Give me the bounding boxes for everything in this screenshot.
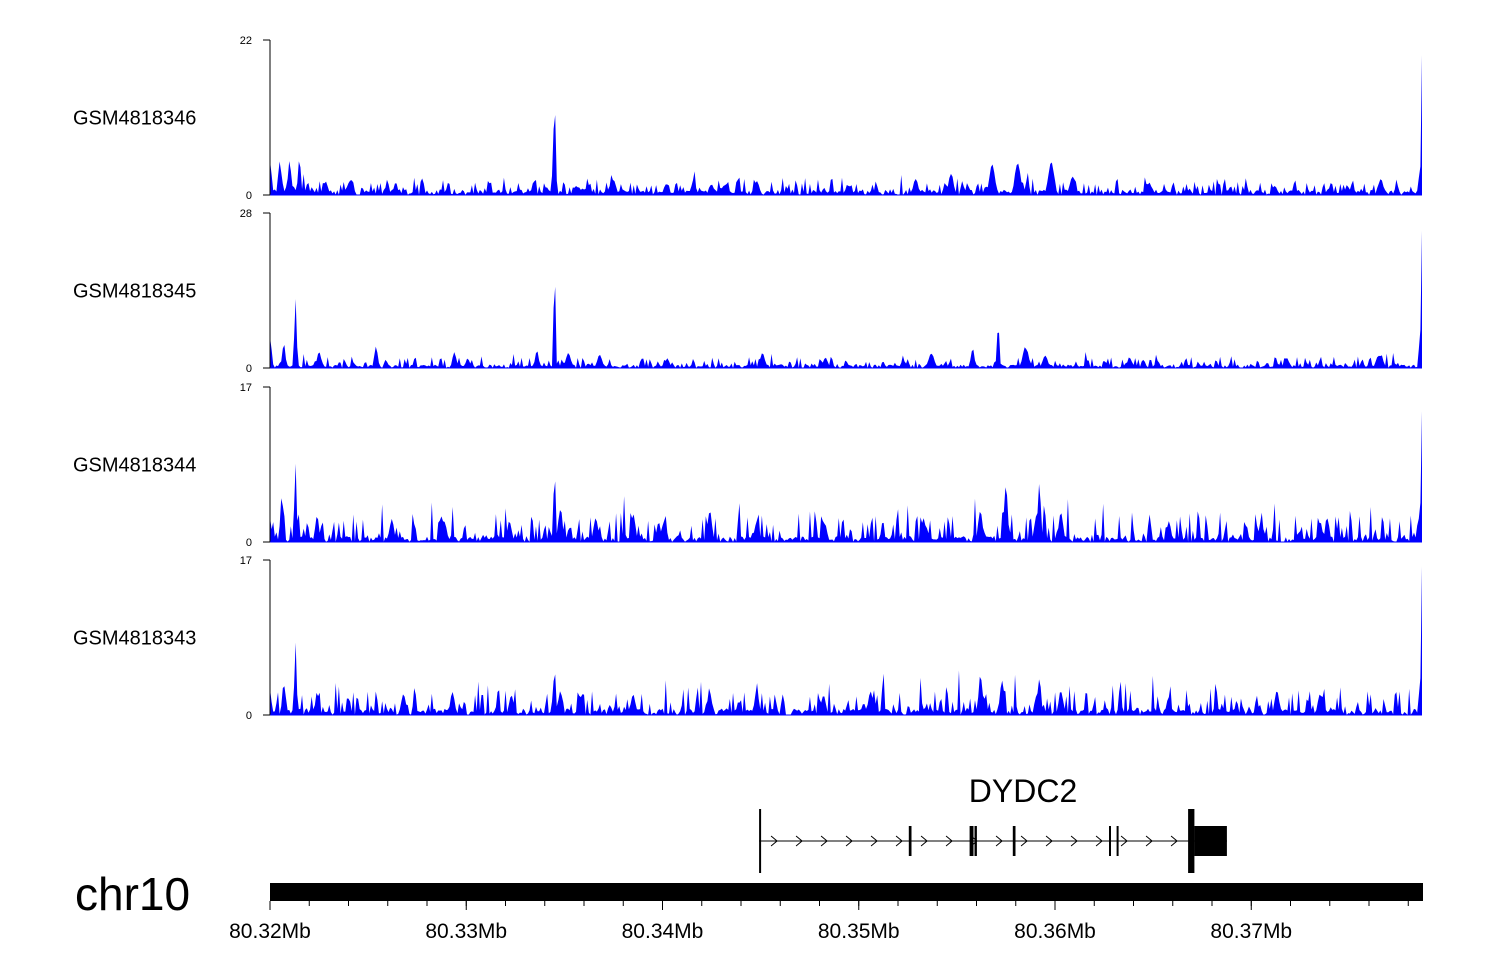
y-min-label: 0 — [246, 710, 252, 722]
strand-arrow — [770, 835, 778, 847]
exon — [974, 826, 977, 856]
chromosome-axis: chr10 80.32Mb 80.33Mb 80.34Mb 80.35Mb 80.36M… — [75, 868, 1423, 943]
coverage-area-GSM4818346 — [270, 55, 1422, 195]
track-GSM4818345: 28 0 GSM4818345 — [73, 208, 1422, 375]
strand-arrow — [1145, 835, 1153, 847]
gene-annotation-track: DYDC2 — [759, 773, 1227, 873]
exon — [908, 826, 912, 856]
strand-arrow — [795, 835, 803, 847]
strand-arrow — [945, 835, 953, 847]
strand-arrow — [1095, 835, 1103, 847]
chromosome-bar — [270, 883, 1423, 901]
exon — [1188, 809, 1195, 873]
strand-arrow — [995, 835, 1003, 847]
coverage-area-GSM4818343 — [270, 566, 1422, 715]
strand-arrow — [870, 835, 878, 847]
strand-arrow — [1070, 835, 1078, 847]
y-min-label: 0 — [246, 190, 252, 202]
chromosome-label: chr10 — [75, 868, 190, 920]
x-tick-label: 80.37Mb — [1210, 920, 1292, 943]
y-min-label: 0 — [246, 363, 252, 375]
track-GSM4818346: 22 0 GSM4818346 — [73, 35, 1422, 202]
track-label: GSM4818345 — [73, 281, 196, 303]
track-GSM4818343: 17 0 GSM4818343 — [73, 555, 1422, 722]
gene-label: DYDC2 — [969, 773, 1077, 809]
exon — [1116, 826, 1119, 856]
strand-arrow — [845, 835, 853, 847]
track-label: GSM4818346 — [73, 108, 196, 130]
exon — [969, 826, 974, 856]
coverage-tracks: 220GSM4818346280GSM4818345170GSM48183441… — [73, 35, 1422, 722]
strand-arrow — [1120, 835, 1128, 847]
x-tick-label: 80.36Mb — [1014, 920, 1096, 943]
strand-arrow — [895, 835, 903, 847]
strand-arrow — [1020, 835, 1028, 847]
strand-arrow — [920, 835, 928, 847]
exon — [759, 809, 762, 873]
track-GSM4818344: 17 0 GSM4818344 — [73, 382, 1422, 549]
y-max-label: 28 — [240, 208, 252, 220]
y-max-label: 22 — [240, 35, 252, 47]
y-max-label: 17 — [240, 382, 252, 394]
track-label: GSM4818343 — [73, 628, 196, 650]
coverage-area-GSM4818345 — [270, 230, 1422, 368]
exon — [1012, 826, 1016, 856]
track-label: GSM4818344 — [73, 455, 196, 477]
strand-arrow — [820, 835, 828, 847]
exon — [1194, 826, 1227, 856]
x-tick-label: 80.32Mb — [229, 920, 311, 943]
x-tick-label: 80.33Mb — [425, 920, 507, 943]
coverage-area-GSM4818344 — [270, 411, 1422, 542]
x-tick-label: 80.34Mb — [622, 920, 704, 943]
strand-arrow — [1045, 835, 1053, 847]
y-min-label: 0 — [246, 537, 252, 549]
y-max-label: 17 — [240, 555, 252, 567]
strand-arrow — [1170, 835, 1178, 847]
x-tick-label: 80.35Mb — [818, 920, 900, 943]
exon — [1109, 826, 1111, 856]
